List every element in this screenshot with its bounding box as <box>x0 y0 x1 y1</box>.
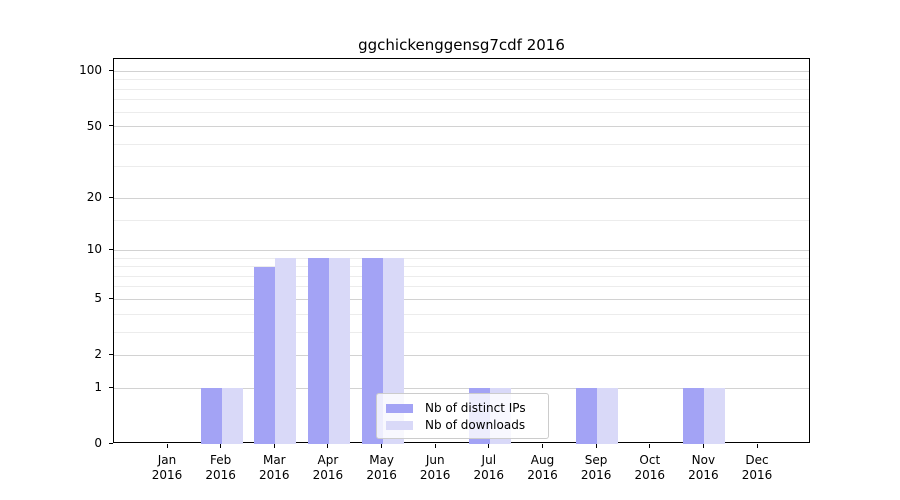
legend-label-distinct-ips: Nb of distinct IPs <box>425 401 526 415</box>
gridline-minor-7 <box>114 275 809 277</box>
bar-nb-of-distinct-ips-sep <box>576 388 598 444</box>
plot-area: Nb of distinct IPs Nb of downloads <box>113 58 810 444</box>
x-tick-label-sep: Sep 2016 <box>580 453 612 482</box>
bar-nb-of-downloads-sep <box>597 388 619 444</box>
gridline-minor-6 <box>114 286 809 288</box>
y-axis-tick-10 <box>109 248 113 250</box>
gridline-major-5 <box>114 298 809 300</box>
bar-nb-of-downloads-feb <box>221 388 243 444</box>
legend-swatch-downloads <box>386 420 413 430</box>
legend-swatch-distinct-ips <box>386 403 413 413</box>
bar-nb-of-distinct-ips-feb <box>200 388 222 444</box>
gridline-minor-70 <box>114 99 809 101</box>
x-tick-label-mar: Mar 2016 <box>259 453 290 482</box>
x-axis-tick-apr <box>327 444 329 448</box>
gridline-minor-8 <box>114 266 809 268</box>
y-axis-tick-100 <box>109 69 113 71</box>
x-tick-label-oct: Oct 2016 <box>634 453 666 482</box>
y-axis-tick-5 <box>109 297 113 299</box>
gridline-minor-3 <box>114 331 809 333</box>
x-axis-tick-dec <box>756 444 758 448</box>
gridline-minor-90 <box>114 79 809 81</box>
bar-nb-of-downloads-nov <box>704 388 726 444</box>
bar-nb-of-distinct-ips-nov <box>683 388 705 444</box>
gridline-major-2 <box>114 354 809 356</box>
y-tick-label-1: 1 <box>94 380 102 394</box>
x-tick-label-aug: Aug 2016 <box>527 453 558 482</box>
gridline-minor-40 <box>114 143 809 145</box>
legend-row-distinct-ips: Nb of distinct IPs <box>385 400 540 416</box>
x-tick-label-dec: Dec 2016 <box>741 453 773 482</box>
x-axis-tick-mar <box>273 444 275 448</box>
y-axis-tick-2 <box>109 353 113 355</box>
legend: Nb of distinct IPs Nb of downloads <box>376 393 549 439</box>
chart-title: ggchickenggensg7cdf 2016 <box>358 36 565 54</box>
gridline-minor-15 <box>114 219 809 221</box>
gridline-major-100 <box>114 70 809 72</box>
x-tick-label-jul: Jul 2016 <box>473 453 505 482</box>
x-axis-tick-sep <box>595 444 597 448</box>
gridline-minor-80 <box>114 88 809 90</box>
y-axis-tick-0 <box>109 442 113 444</box>
x-axis-tick-jul <box>488 444 490 448</box>
x-axis-tick-may <box>381 444 383 448</box>
x-tick-label-may: May 2016 <box>366 453 397 482</box>
x-tick-label-feb: Feb 2016 <box>205 453 236 482</box>
x-axis-tick-jan <box>166 444 168 448</box>
x-axis-tick-jun <box>434 444 436 448</box>
bar-nb-of-downloads-apr <box>328 258 350 444</box>
y-tick-label-5: 5 <box>94 291 102 306</box>
bar-nb-of-distinct-ips-apr <box>307 258 329 444</box>
y-axis-tick-50 <box>109 125 113 127</box>
gridline-minor-60 <box>114 111 809 113</box>
gridline-major-50 <box>114 126 809 128</box>
gridline-minor-9 <box>114 257 809 259</box>
gridline-major-20 <box>114 197 809 199</box>
x-tick-label-apr: Apr 2016 <box>312 453 344 482</box>
x-tick-label-jan: Jan 2016 <box>151 453 183 482</box>
x-axis-tick-aug <box>542 444 543 448</box>
bar-nb-of-distinct-ips-mar <box>254 266 276 444</box>
y-tick-label-10: 10 <box>86 242 102 257</box>
x-tick-label-jun: Jun 2016 <box>419 453 451 482</box>
legend-row-downloads: Nb of downloads <box>385 417 540 433</box>
y-tick-label-100: 100 <box>79 63 102 78</box>
x-axis-tick-oct <box>649 444 651 448</box>
x-tick-label-nov: Nov 2016 <box>688 453 719 482</box>
gridline-major-10 <box>114 249 809 251</box>
x-axis-tick-nov <box>702 444 704 448</box>
legend-label-downloads: Nb of downloads <box>425 418 526 432</box>
gridline-major-1 <box>114 387 809 389</box>
y-axis-tick-1 <box>109 386 113 388</box>
gridline-minor-4 <box>114 313 809 315</box>
y-tick-label-2: 2 <box>94 347 102 362</box>
y-tick-label-0: 0 <box>94 436 102 450</box>
y-tick-label-20: 20 <box>86 190 102 205</box>
y-tick-label-50: 50 <box>86 118 102 133</box>
bar-nb-of-downloads-mar <box>275 258 297 444</box>
gridline-minor-30 <box>114 166 809 168</box>
y-axis-tick-20 <box>109 196 113 198</box>
x-axis-tick-feb <box>220 444 222 448</box>
